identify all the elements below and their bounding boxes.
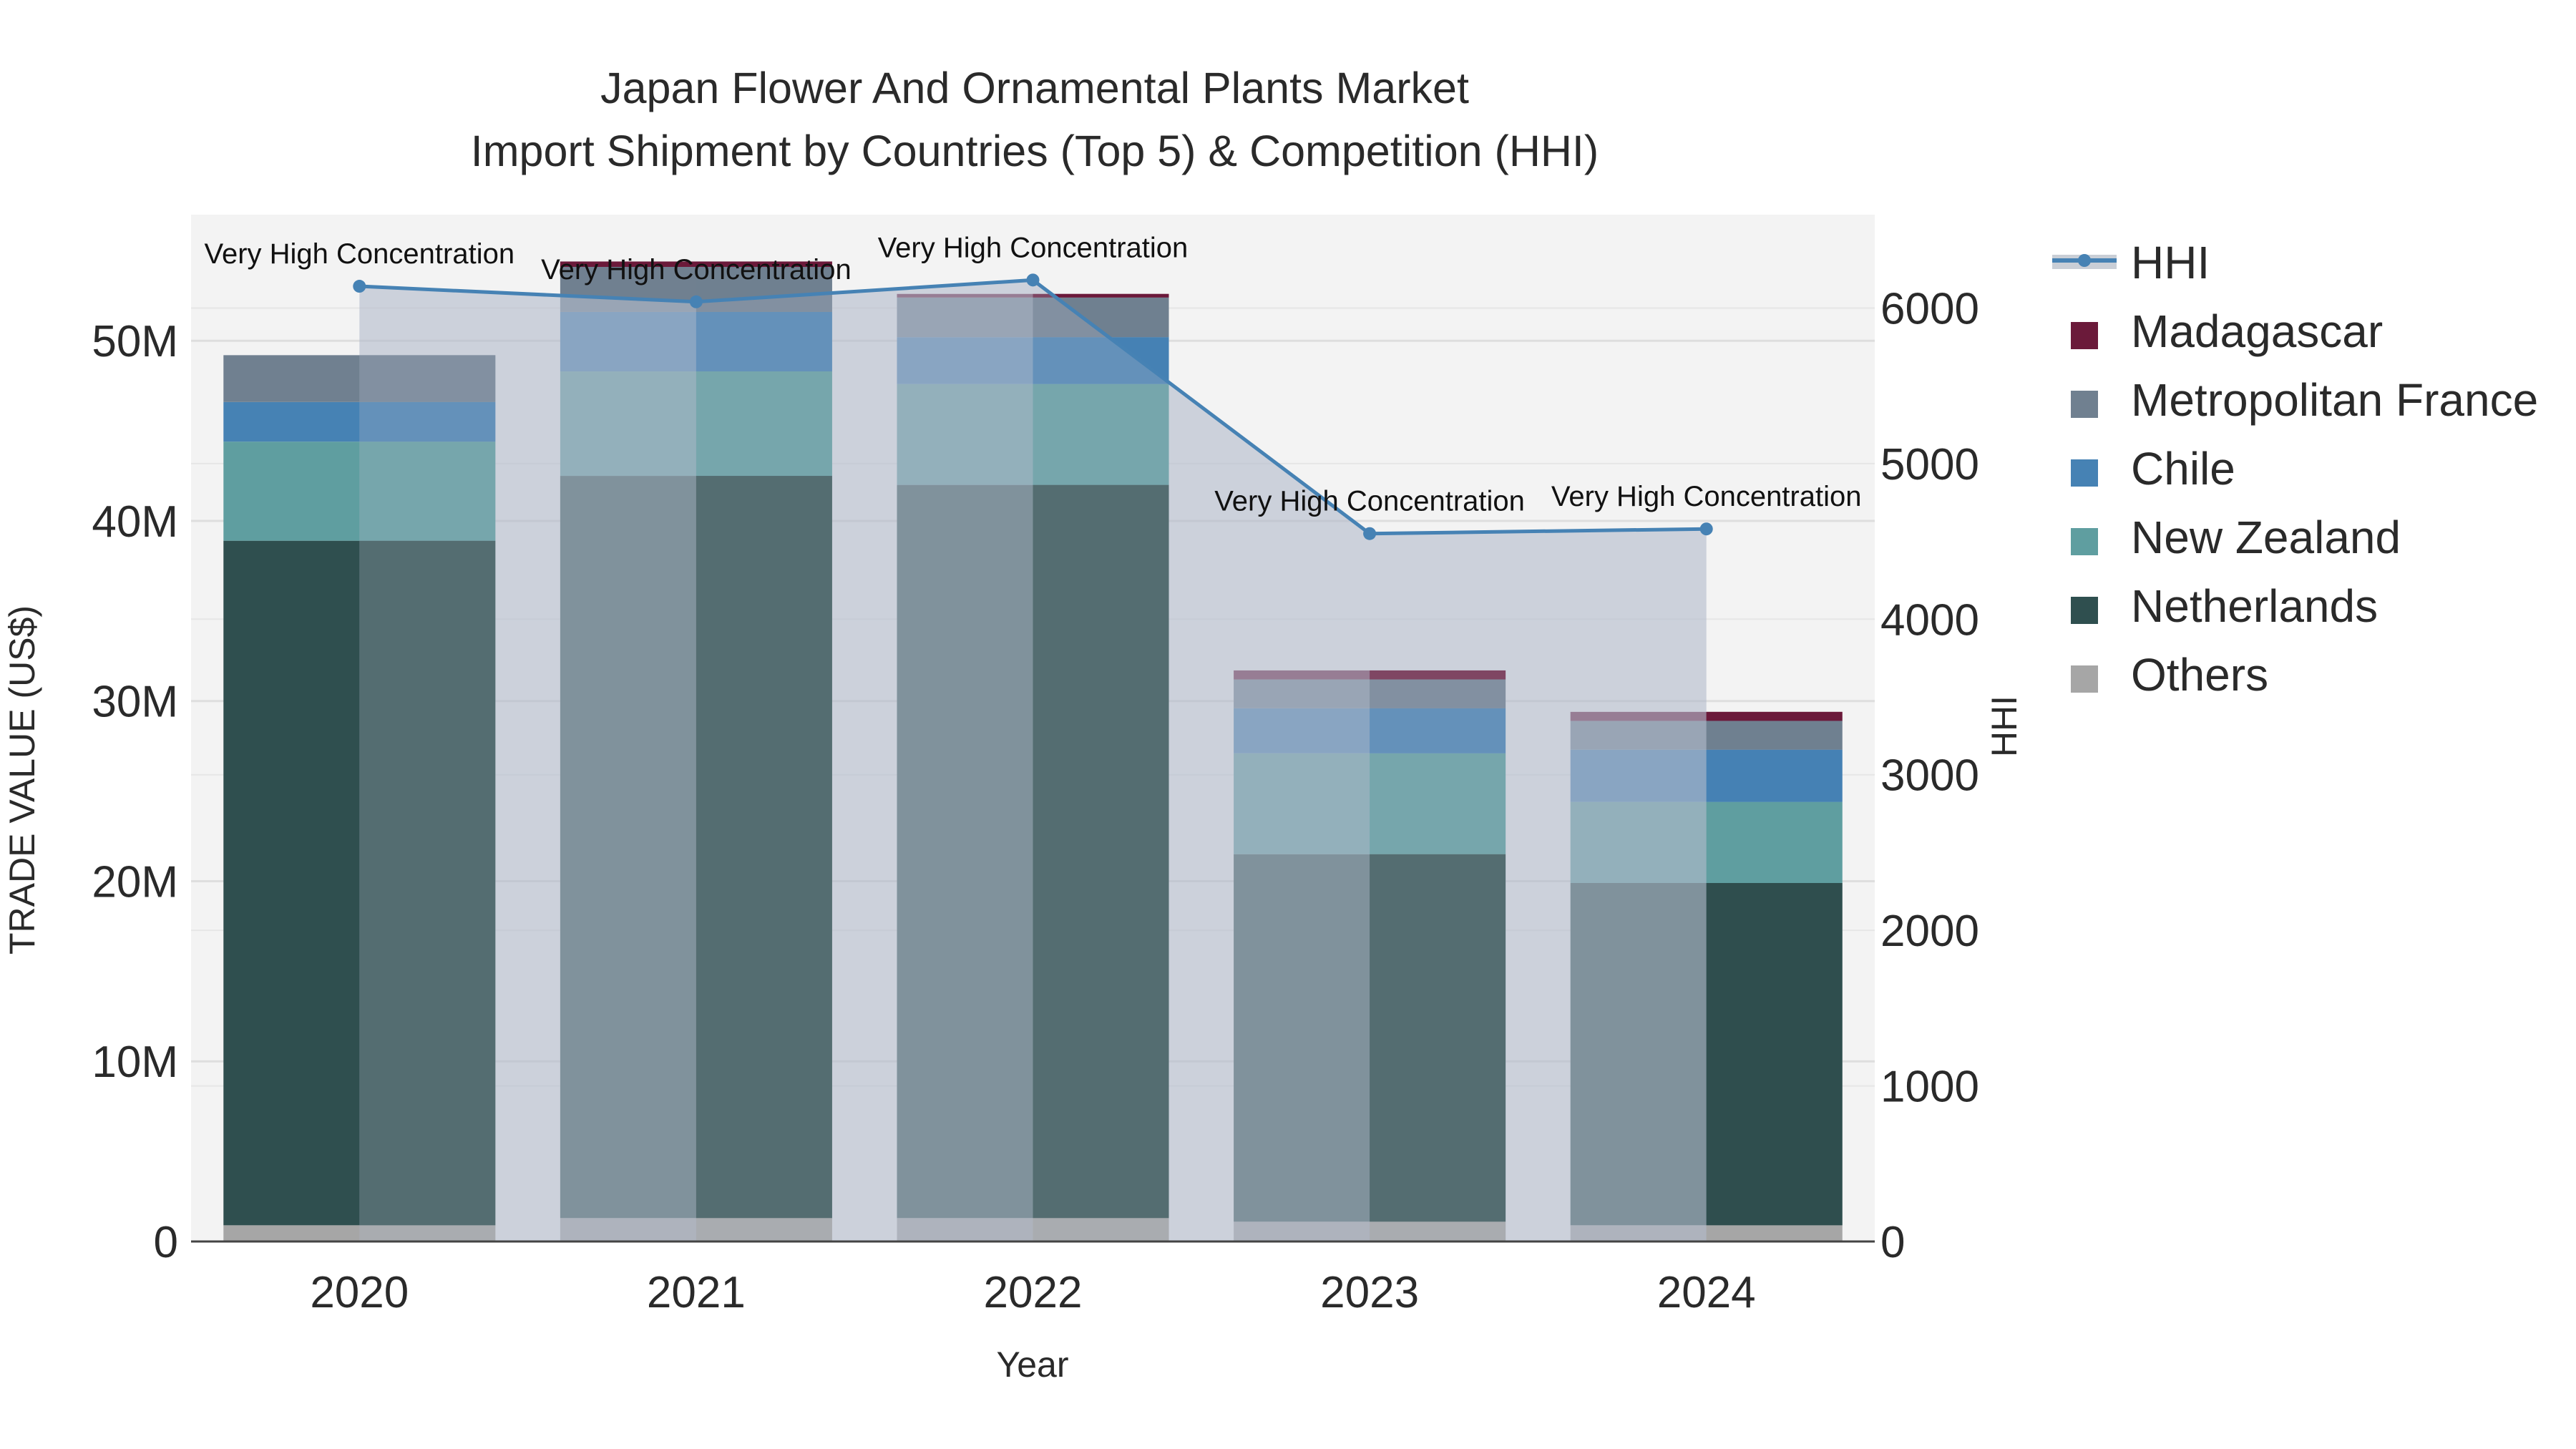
y2-tick-label: 3000 [1880, 751, 1979, 801]
bar-overlay-metropolitan-france-2024 [1706, 721, 1843, 750]
bar-overlay-netherlands-2021 [696, 476, 832, 1219]
legend-swatch-netherlands [2071, 597, 2098, 624]
hhi-annotation-2021: Very High Concentration [541, 254, 852, 286]
x-tick-label-2024: 2024 [1657, 1268, 1756, 1317]
bar-overlay-netherlands-2020 [359, 540, 496, 1226]
legend-label-netherlands: Netherlands [2131, 580, 2379, 632]
y2-tick-label: 6000 [1880, 284, 1979, 333]
x-tick-label-2021: 2021 [647, 1268, 746, 1317]
bar-overlay-chile-2021 [696, 311, 832, 372]
hhi-annotation-2020: Very High Concentration [205, 238, 515, 270]
legend-swatch-others [2071, 665, 2098, 693]
y2-tick-label: 0 [1880, 1218, 1905, 1267]
y2-tick-label: 5000 [1880, 440, 1979, 489]
y2-axis-title: HHI [1984, 696, 2024, 757]
bar-overlay-others-2023 [1370, 1221, 1506, 1241]
x-axis-title: Year [996, 1345, 1068, 1385]
legend-label-chile: Chile [2131, 443, 2235, 494]
bars-front [359, 261, 1843, 1241]
x-tick-label-2023: 2023 [1320, 1268, 1419, 1317]
hhi-point-2021[interactable] [689, 295, 703, 308]
legend-swatch-madagascar [2071, 322, 2098, 349]
bar-overlay-chile-2023 [1370, 708, 1506, 753]
bar-overlay-new-zealand-2024 [1706, 801, 1843, 884]
legend-label-madagascar: Madagascar [2131, 306, 2384, 357]
bar-overlay-netherlands-2023 [1370, 854, 1506, 1222]
hhi-point-2023[interactable] [1363, 527, 1377, 540]
legend-label-metropolitan-france: Metropolitan France [2131, 374, 2539, 426]
legend-label-hhi: HHI [2131, 237, 2210, 288]
bar-overlay-new-zealand-2023 [1370, 753, 1506, 854]
bar-overlay-metropolitan-france-2023 [1370, 679, 1506, 708]
y-tick-label: 50M [92, 317, 178, 366]
y-tick-label: 10M [92, 1038, 178, 1087]
y-tick-label: 0 [154, 1218, 178, 1267]
legend-line-swatch [2052, 254, 2117, 269]
bar-overlay-others-2021 [696, 1218, 832, 1241]
bar-overlay-madagascar-2023 [1370, 670, 1506, 680]
hhi-line [353, 273, 1713, 540]
bar-overlay-madagascar-2022 [1033, 293, 1169, 298]
y-axis-ticks: 0 10M 20M 30M 40M 50M [92, 317, 178, 1267]
legend-swatch-metropolitan-france [2071, 391, 2098, 418]
bar-overlay-others-2024 [1706, 1225, 1843, 1241]
hhi-annotation-2024: Very High Concentration [1551, 481, 1862, 512]
bar-overlay-chile-2022 [1033, 337, 1169, 384]
bar-overlay-netherlands-2024 [1706, 883, 1843, 1226]
y2-tick-label: 2000 [1880, 907, 1979, 956]
bar-overlay-metropolitan-france-2020 [359, 355, 496, 402]
bar-overlay-netherlands-2022 [1033, 484, 1169, 1219]
hhi-annotation-2023: Very High Concentration [1214, 486, 1525, 517]
bar-overlay-madagascar-2021 [696, 261, 832, 268]
chart-title-line-2: Import Shipment by Countries (Top 5) & C… [470, 127, 1599, 175]
y2-axis-ticks: 0 1000 2000 3000 4000 5000 6000 [1880, 284, 1979, 1267]
x-tick-label-2020: 2020 [310, 1268, 409, 1317]
chart-title-line-1: Japan Flower And Ornamental Plants Marke… [600, 64, 1469, 112]
y-tick-label: 40M [92, 497, 178, 547]
hhi-annotation-2022: Very High Concentration [878, 232, 1189, 263]
legend-swatch-chile [2071, 459, 2098, 487]
legend-label-new-zealand: New Zealand [2131, 512, 2401, 563]
legend-label-others: Others [2131, 649, 2269, 701]
y-axis-title: TRADE VALUE (US$) [2, 605, 42, 955]
hhi-point-2020[interactable] [353, 280, 366, 293]
x-axis-ticks: 2020 2021 2022 2023 2024 [310, 1268, 1755, 1317]
bar-overlay-new-zealand-2021 [696, 371, 832, 477]
y-tick-label: 20M [92, 857, 178, 907]
bar-overlay-chile-2020 [359, 401, 496, 442]
bar-overlay-others-2020 [359, 1225, 496, 1241]
bar-overlay-chile-2024 [1706, 749, 1843, 802]
bar-overlay-new-zealand-2020 [359, 441, 496, 541]
y-tick-label: 30M [92, 678, 178, 727]
annotations: Very High Concentration Very High Concent… [205, 232, 1862, 517]
hhi-point-2022[interactable] [1026, 273, 1040, 287]
x-tick-label-2022: 2022 [984, 1268, 1083, 1317]
bar-overlay-others-2022 [1033, 1218, 1169, 1241]
y2-tick-label: 1000 [1880, 1063, 1979, 1112]
hhi-point-2024[interactable] [1699, 522, 1713, 536]
bar-overlay-metropolitan-france-2021 [696, 267, 832, 312]
bar-overlay-new-zealand-2022 [1033, 384, 1169, 485]
y2-tick-label: 4000 [1880, 595, 1979, 645]
bar-overlay-madagascar-2024 [1706, 711, 1843, 721]
legend-swatch-new-zealand [2071, 528, 2098, 555]
